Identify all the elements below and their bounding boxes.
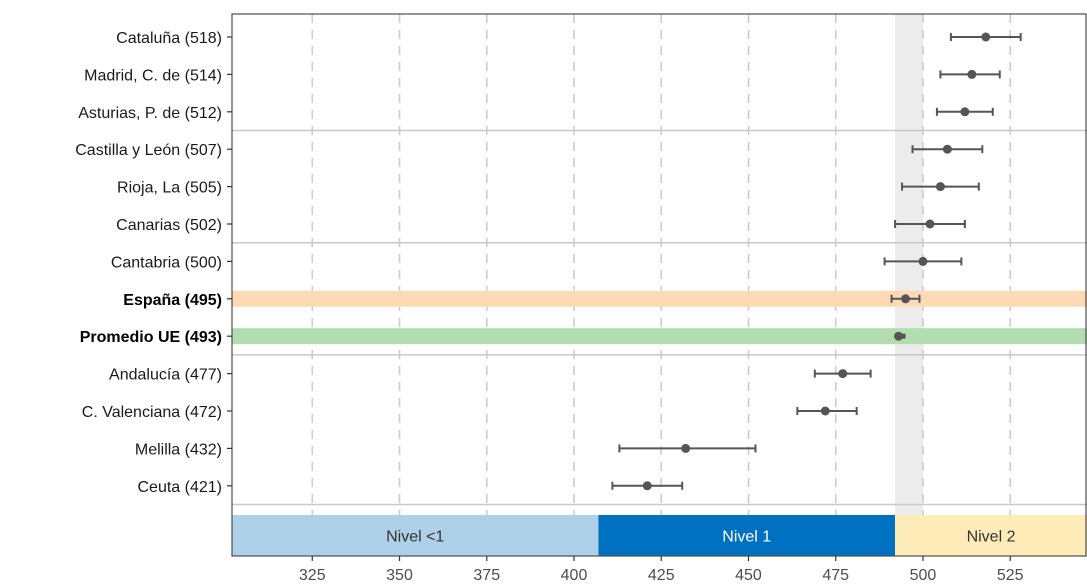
category-label-11: Melilla (432) <box>135 441 222 458</box>
x-tick-label-400: 400 <box>561 567 588 584</box>
category-label-0: Cataluña (518) <box>116 30 222 47</box>
category-labels-layer: Cataluña (518) Madrid, C. de (514) Asturia… <box>75 30 222 496</box>
point-1 <box>967 69 977 79</box>
x-tick-label-450: 450 <box>735 567 762 584</box>
marks-layer <box>611 32 1022 491</box>
point-10 <box>820 406 830 416</box>
x-tick-label-325: 325 <box>299 567 326 584</box>
x-tick-label-425: 425 <box>648 567 675 584</box>
point-11 <box>681 443 691 453</box>
level-label-1: Nivel 1 <box>722 529 771 546</box>
highlight-row-7 <box>232 290 1087 307</box>
point-9 <box>838 369 848 379</box>
category-label-12: Ceuta (421) <box>138 479 223 496</box>
point-7 <box>901 294 911 304</box>
level-bands-layer: Nivel <1 Nivel 1 Nivel 2 <box>232 515 1087 556</box>
level-band-2 <box>895 515 1087 556</box>
shaded-region-layer <box>895 14 923 515</box>
axis-layer <box>227 13 1087 561</box>
category-label-4: Rioja, La (505) <box>117 180 222 197</box>
level-band-1 <box>598 515 896 556</box>
category-label-9: Andalucía (477) <box>109 367 222 384</box>
shaded-region <box>895 14 923 515</box>
tick-labels-layer: 325 350 375 400 425 450 475 500 525 <box>299 567 1024 584</box>
level-label-2: Nivel 2 <box>967 529 1016 546</box>
point-2 <box>960 107 970 117</box>
category-label-5: Canarias (502) <box>116 217 222 234</box>
x-tick-label-475: 475 <box>822 567 849 584</box>
point-5 <box>925 219 935 229</box>
category-label-10: C. Valenciana (472) <box>82 404 222 421</box>
separator-layer <box>232 129 1087 506</box>
point-3 <box>942 144 952 154</box>
highlight-row-8 <box>232 328 1087 345</box>
x-tick-label-500: 500 <box>910 567 937 584</box>
plot-frame <box>231 13 1087 557</box>
x-tick-label-375: 375 <box>473 567 500 584</box>
gridline-layer <box>311 14 1012 515</box>
highlight-layer <box>232 290 1087 345</box>
x-tick-label-350: 350 <box>386 567 413 584</box>
category-label-3: Castilla y León (507) <box>75 142 222 159</box>
category-label-8: Promedio UE (493) <box>80 329 222 346</box>
point-6 <box>918 256 928 266</box>
level-band-0 <box>232 515 599 556</box>
point-12 <box>642 481 652 491</box>
category-label-2: Asturias, P. de (512) <box>78 105 222 122</box>
category-label-1: Madrid, C. de (514) <box>84 67 222 84</box>
point-4 <box>935 182 945 192</box>
point-0 <box>981 32 991 42</box>
point-8 <box>894 331 904 341</box>
x-tick-label-525: 525 <box>997 567 1024 584</box>
category-label-6: Cantabria (500) <box>111 254 222 271</box>
level-label-0: Nivel <1 <box>386 529 444 546</box>
category-label-7: España (495) <box>123 292 222 309</box>
